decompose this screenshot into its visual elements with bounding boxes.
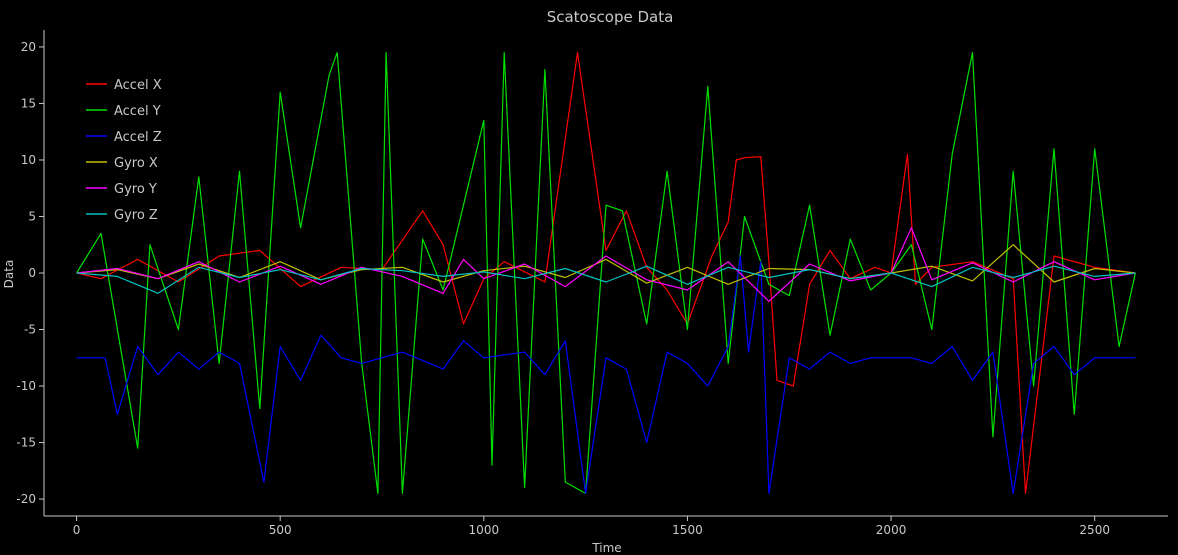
chart-title: Scatoscope Data xyxy=(547,8,674,26)
y-tick-label: 20 xyxy=(21,40,36,54)
legend-label-gyro-z: Gyro Z xyxy=(114,208,158,223)
x-tick-label: 0 xyxy=(73,523,81,537)
y-tick-label: 5 xyxy=(28,209,36,223)
series-line-gyro-y xyxy=(76,227,1136,302)
y-tick-label: 15 xyxy=(21,96,36,110)
x-tick-label: 500 xyxy=(269,523,292,537)
series-line-accel-y xyxy=(76,51,1136,494)
y-tick-label: 10 xyxy=(21,153,36,167)
axes: 0 500 1000 1500 2000 2500 -20 -15 -10 -5 0 5 10 15 20 xyxy=(16,30,1168,537)
x-tick-label: 1000 xyxy=(469,523,500,537)
legend-label-accel-x: Accel X xyxy=(114,78,162,93)
y-axis-label: Data xyxy=(2,260,16,289)
x-tick-label: 2000 xyxy=(876,523,907,537)
series-line-accel-x xyxy=(76,51,1136,494)
plot-area xyxy=(76,51,1136,494)
y-tick-label: -15 xyxy=(16,436,36,450)
y-tick-label: -5 xyxy=(24,323,36,337)
legend-label-gyro-x: Gyro X xyxy=(114,156,158,171)
y-tick-label: -10 xyxy=(16,379,36,393)
legend-label-accel-y: Accel Y xyxy=(114,104,161,119)
x-tick-label: 1500 xyxy=(672,523,703,537)
series-line-gyro-z xyxy=(76,265,1136,294)
series-line-accel-z xyxy=(76,255,1136,494)
legend-label-gyro-y: Gyro Y xyxy=(114,182,157,197)
legend-label-accel-z: Accel Z xyxy=(114,130,162,145)
x-tick-label: 2500 xyxy=(1079,523,1110,537)
y-tick-label: -20 xyxy=(16,492,36,506)
x-axis-label: Time xyxy=(591,541,621,555)
legend: Accel X Accel Y Accel Z Gyro X Gyro Y Gyro Z xyxy=(86,78,162,223)
series-line-gyro-x xyxy=(76,244,1136,285)
y-tick-label: 0 xyxy=(28,266,36,280)
